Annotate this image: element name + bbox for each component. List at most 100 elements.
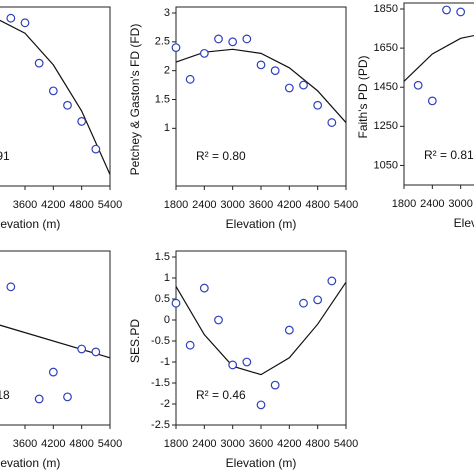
data-point: [63, 392, 72, 402]
y-tick-label: 1250: [374, 120, 398, 132]
x-tick-label: 3600: [13, 199, 37, 211]
data-point: [284, 325, 294, 335]
y-axis-label: Faith's PD (PD): [356, 56, 370, 139]
r-squared: R² = 0.81: [424, 148, 474, 162]
x-tick-label: 5400: [98, 199, 122, 211]
data-point: [20, 18, 30, 28]
data-point: [34, 394, 44, 404]
x-axis-label: Elevation (m): [0, 456, 60, 470]
r-squared: R² = 0.91: [0, 149, 10, 163]
y-tick-label: 2.5: [155, 36, 170, 48]
x-tick-label: 2400: [420, 198, 444, 210]
fit-curve: [175, 48, 347, 123]
x-axis-label: Elevation (m): [0, 217, 60, 231]
x-tick-label: 1800: [164, 199, 188, 211]
data-point: [228, 37, 238, 47]
x-tick-label: 5400: [98, 438, 122, 450]
y-tick-label: 1650: [374, 42, 398, 54]
y-tick-label: 1: [164, 122, 170, 134]
x-tick-label: 1800: [164, 438, 188, 450]
data-point: [299, 298, 308, 308]
data-point: [327, 276, 337, 286]
x-axis-label: Elevation (m): [454, 216, 474, 230]
data-point: [185, 74, 195, 84]
x-tick-label: 3600: [249, 438, 273, 450]
plot-frame: [0, 250, 111, 426]
r-squared: R² = 0.18: [0, 388, 10, 402]
x-tick-label: 4200: [41, 199, 65, 211]
fit-curve: [0, 19, 111, 175]
data-point: [242, 34, 252, 44]
x-tick-label: 4800: [305, 438, 329, 450]
x-tick-label: 4200: [277, 438, 301, 450]
data-point: [171, 43, 181, 52]
x-tick-label: 3600: [13, 438, 37, 450]
data-point: [6, 282, 16, 292]
data-point: [199, 48, 209, 58]
y-tick-label: 3: [164, 7, 170, 19]
data-point: [214, 315, 223, 325]
y-tick-label: 0: [164, 314, 170, 326]
data-point: [442, 5, 451, 15]
data-point: [284, 83, 294, 93]
y-tick-label: 1.5: [155, 93, 170, 105]
x-tick-label: 2400: [192, 438, 216, 450]
x-tick-label: 4200: [277, 199, 301, 211]
data-point: [185, 340, 195, 350]
data-point: [256, 400, 266, 410]
x-tick-label: 2400: [192, 199, 216, 211]
y-tick-label: -2.5: [151, 419, 170, 431]
data-point: [214, 34, 223, 44]
y-tick-label: 1850: [374, 3, 398, 15]
data-point: [199, 283, 209, 293]
fit-curve: [175, 281, 347, 376]
data-point: [270, 66, 280, 76]
data-point: [34, 58, 44, 68]
r-squared: R² = 0.80: [196, 149, 246, 163]
data-point: [91, 347, 101, 357]
x-tick-label: 3000: [448, 198, 472, 210]
data-point: [313, 295, 323, 305]
data-point: [242, 357, 252, 367]
x-tick-label: 1800: [392, 198, 416, 210]
data-point: [313, 100, 323, 110]
y-tick-label: -0.5: [151, 335, 170, 347]
x-tick-label: 5400: [334, 199, 358, 211]
data-point: [48, 86, 58, 96]
x-tick-label: 5400: [334, 438, 358, 450]
data-point: [6, 13, 16, 23]
y-tick-label: -1: [160, 356, 170, 368]
x-tick-label: 3000: [220, 199, 244, 211]
data-point: [91, 144, 101, 154]
x-tick-label: 4200: [41, 438, 65, 450]
data-point: [63, 100, 72, 110]
plot-frame: [403, 2, 474, 186]
data-point: [299, 80, 308, 90]
data-point: [171, 298, 181, 308]
data-point: [77, 344, 87, 354]
x-axis-label: Elevation (m): [226, 456, 297, 470]
y-axis-label: Petchey & Gaston's FD (FD): [128, 24, 142, 176]
data-point: [256, 60, 266, 70]
data-point: [270, 380, 280, 390]
x-tick-label: 4800: [69, 199, 93, 211]
data-point: [228, 360, 238, 370]
x-tick-label: 3600: [249, 199, 273, 211]
x-tick-label: 4800: [69, 438, 93, 450]
y-tick-label: 1: [164, 272, 170, 284]
fit-curve: [403, 34, 474, 82]
data-point: [413, 80, 423, 90]
data-point: [77, 117, 87, 126]
x-axis-label: Elevation (m): [226, 217, 297, 231]
y-axis-label: SES.PD: [128, 319, 142, 363]
y-tick-label: 1450: [374, 81, 398, 93]
y-tick-label: 2: [164, 65, 170, 77]
y-tick-label: -2: [160, 398, 170, 410]
data-point: [427, 96, 437, 106]
y-tick-label: -1.5: [151, 377, 170, 389]
data-point: [456, 7, 466, 17]
r-squared: R² = 0.46: [196, 388, 246, 402]
y-tick-label: 0.5: [155, 293, 170, 305]
data-point: [327, 118, 337, 127]
